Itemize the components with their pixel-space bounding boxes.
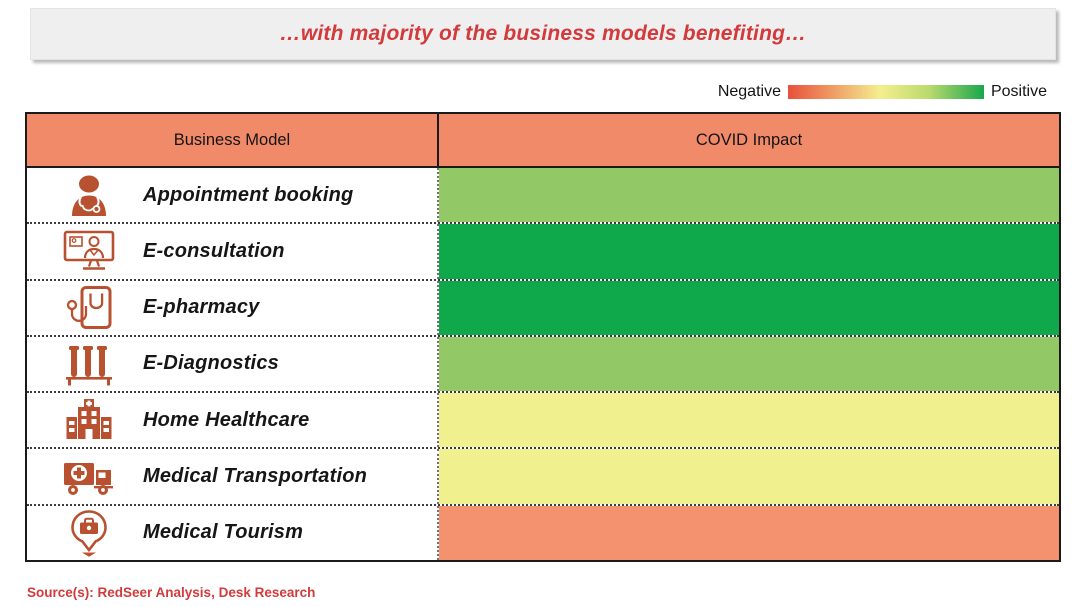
business-model-cell: Home Healthcare [27,393,439,448]
business-model-label: E-Diagnostics [143,352,279,375]
table-row: E-Diagnostics [27,334,1059,392]
table-header-row: Business Model COVID Impact [27,114,1059,168]
business-model-label: Home Healthcare [143,408,310,431]
column-header-business-model: Business Model [27,114,439,166]
business-model-cell: E-Diagnostics [27,336,439,392]
covid-impact-cell [439,224,1059,279]
medical-location-pin-icon [63,509,115,557]
table-row: Medical Tourism [27,503,1059,560]
legend-positive-label: Positive [990,83,1047,100]
source-note: Source(s): RedSeer Analysis, Desk Resear… [27,585,316,600]
table-row: Home Healthcare [27,391,1059,448]
column-header-covid-impact: COVID Impact [695,130,803,149]
covid-impact-cell [439,449,1059,504]
covid-impact-cell [439,336,1059,392]
covid-impact-cell [439,168,1059,223]
hospital-building-icon [63,396,115,444]
table-row: E-pharmacy [27,278,1059,335]
impact-table: Business Model COVID Impact Appointment … [25,112,1061,562]
business-model-cell: E-consultation [27,224,439,279]
doctor-icon [63,171,115,219]
business-model-cell: Medical Tourism [27,505,439,560]
business-model-label: Appointment booking [143,183,354,206]
covid-impact-cell [439,280,1059,335]
business-model-cell: E-pharmacy [27,280,439,335]
ambulance-icon [63,453,115,501]
business-model-cell: Medical Transportation [27,449,439,504]
table-row: E-consultation [27,222,1059,279]
video-consultation-icon [63,227,115,275]
impact-gradient-bar [787,85,984,99]
page-title: …with majority of the business models be… [279,22,807,45]
table-row: Appointment booking [27,168,1059,223]
table-row: Medical Transportation [27,447,1059,504]
legend-negative-label: Negative [717,83,781,100]
business-model-cell: Appointment booking [27,168,439,223]
table-body: Appointment booking E-consultation E-pha… [27,168,1059,560]
test-tubes-icon [63,340,115,388]
covid-impact-cell [439,393,1059,448]
business-model-label: Medical Transportation [143,465,368,488]
business-model-label: E-pharmacy [143,296,260,319]
business-model-label: Medical Tourism [143,521,304,544]
business-model-label: E-consultation [143,239,285,262]
impact-legend: Negative Positive [718,82,1047,102]
covid-impact-cell [439,505,1059,560]
title-banner: …with majority of the business models be… [30,8,1056,60]
tablet-stethoscope-icon [63,284,115,332]
